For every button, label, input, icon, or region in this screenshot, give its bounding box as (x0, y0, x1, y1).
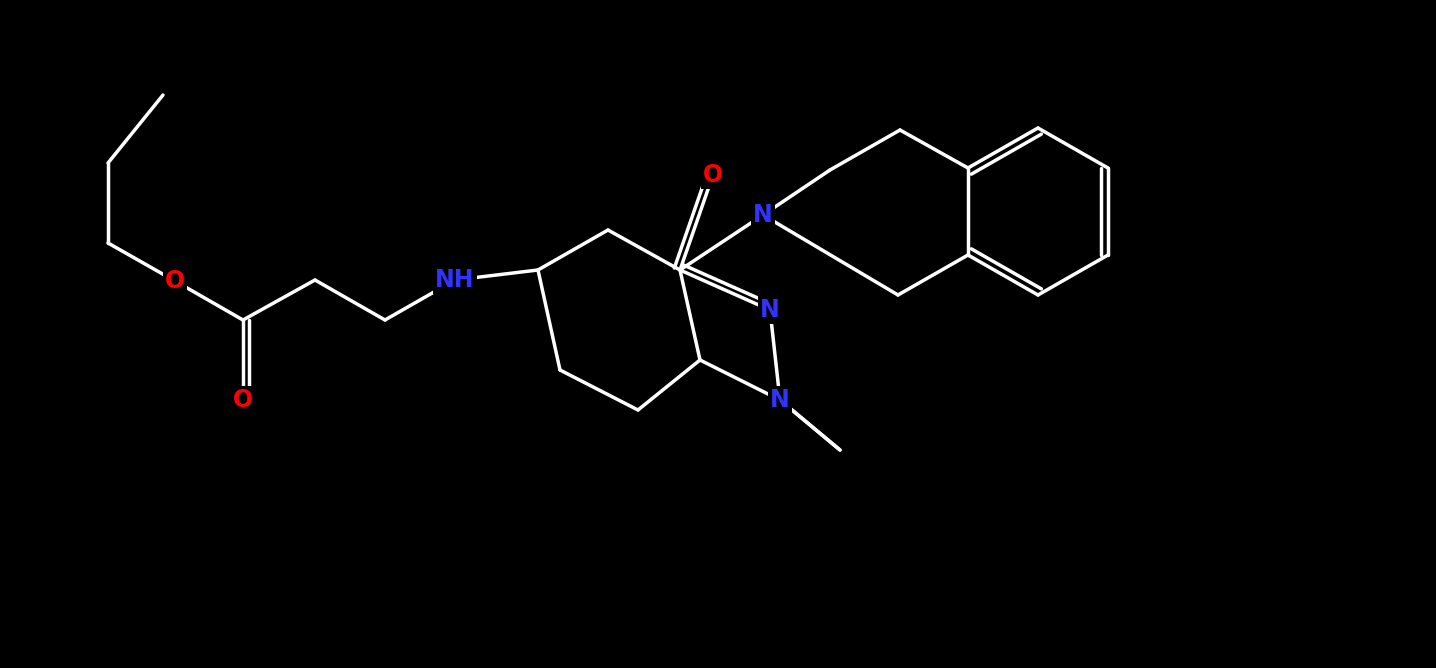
Text: N: N (752, 203, 773, 227)
Text: N: N (770, 388, 790, 412)
Text: N: N (760, 298, 780, 322)
Text: O: O (233, 388, 253, 412)
Text: O: O (165, 269, 185, 293)
Text: O: O (704, 163, 724, 187)
Text: NH: NH (435, 268, 475, 292)
